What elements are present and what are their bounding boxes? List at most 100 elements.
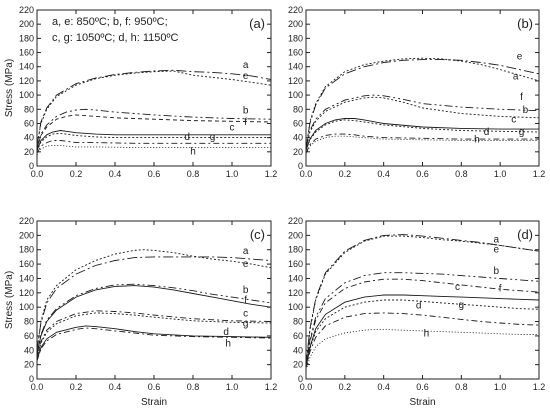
y-tick-label: 220: [19, 216, 34, 226]
y-axis-label: Stress (MPa): [4, 59, 15, 117]
series-line-g: [36, 312, 272, 359]
series-label-c: c: [243, 309, 248, 320]
series-line-d: [36, 140, 271, 154]
series-label-a: a: [243, 60, 249, 71]
y-tick-label: 0: [29, 161, 34, 171]
x-axis-label: Strain: [409, 397, 435, 408]
series-line-g: [36, 132, 271, 152]
y-tick-label: 80: [293, 104, 303, 114]
y-tick-label: 60: [293, 331, 303, 341]
y-tick-label: 180: [288, 33, 303, 43]
x-tick-label: 0.8: [455, 169, 468, 179]
panel-label: (a): [249, 16, 265, 31]
x-tick-label: 1.2: [265, 169, 278, 179]
series-line-e: [305, 235, 540, 365]
x-tick-label: 0.6: [416, 382, 429, 392]
series-label-g: g: [519, 127, 525, 138]
x-tick-label: 0.4: [377, 382, 390, 392]
series-line-h: [305, 328, 539, 370]
x-tick-label: 0.0: [31, 382, 44, 392]
x-tick-label: 0.8: [187, 169, 200, 179]
x-tick-label: 0.6: [148, 382, 161, 392]
y-tick-label: 20: [293, 147, 303, 157]
x-tick-label: 0.2: [70, 382, 83, 392]
series-line-c: [36, 310, 272, 358]
y-tick-label: 140: [19, 273, 34, 283]
x-tick-label: 0.2: [339, 382, 352, 392]
series-label-h: h: [474, 135, 480, 146]
x-tick-label: 1.0: [226, 382, 239, 392]
series-label-h: h: [424, 329, 430, 340]
y-tick-label: 120: [19, 288, 34, 298]
x-tick-label: 0.6: [148, 169, 161, 179]
x-tick-label: 0.8: [187, 382, 200, 392]
y-tick-label: 220: [19, 5, 34, 15]
y-tick-label: 60: [24, 331, 34, 341]
series-label-f: f: [244, 295, 247, 306]
series-line-e: [36, 256, 272, 351]
series-label-f: f: [520, 92, 523, 103]
series-label-h: h: [225, 339, 231, 350]
x-axis-label: Strain: [141, 397, 167, 408]
series-line-b: [36, 108, 272, 149]
y-tick-label: 100: [288, 90, 303, 100]
y-tick-label: 160: [19, 259, 34, 269]
series-label-c: c: [455, 282, 460, 293]
y-tick-label: 120: [288, 76, 303, 86]
series-label-a: a: [513, 71, 519, 82]
y-tick-label: 100: [19, 302, 34, 312]
legend-line-1: a, e: 850ºC; b, f: 950ºC;: [52, 16, 168, 28]
series-label-b: b: [494, 266, 500, 277]
y-tick-label: 220: [288, 216, 303, 226]
series-label-f: f: [244, 117, 247, 128]
y-tick-label: 0: [298, 374, 303, 384]
series-line-f: [305, 278, 540, 367]
y-tick-label: 40: [24, 345, 34, 355]
x-tick-label: 0.6: [416, 169, 429, 179]
y-tick-label: 180: [288, 245, 303, 255]
y-axis-label: Stress (MPa): [4, 271, 15, 329]
series-label-g: g: [210, 132, 216, 143]
y-tick-label: 60: [293, 118, 303, 128]
y-tick-label: 20: [293, 360, 303, 370]
series-label-b: b: [523, 105, 529, 116]
series-line-a: [305, 57, 540, 149]
series-line-h: [36, 327, 272, 362]
y-tick-label: 60: [24, 118, 34, 128]
x-tick-label: 0.4: [377, 169, 390, 179]
y-tick-label: 40: [293, 345, 303, 355]
y-tick-label: 160: [19, 48, 34, 58]
series-label-d: d: [484, 127, 490, 138]
series-line-b: [305, 96, 540, 150]
series-label-d: d: [184, 132, 190, 143]
series-label-b: b: [243, 285, 249, 296]
y-tick-label: 180: [19, 33, 34, 43]
panel-label: (d): [517, 227, 533, 242]
x-tick-label: 1.2: [533, 169, 546, 179]
x-tick-label: 0.4: [109, 382, 122, 392]
series-line-a: [36, 69, 272, 147]
series-line-c2: [305, 119, 540, 151]
series-label-g: g: [459, 300, 465, 311]
x-tick-label: 0.0: [300, 169, 313, 179]
y-tick-label: 80: [24, 317, 34, 327]
series-line-f: [305, 94, 540, 150]
y-tick-label: 200: [19, 230, 34, 240]
series-label-b: b: [243, 106, 249, 117]
y-tick-label: 160: [288, 48, 303, 58]
y-tick-label: 120: [288, 288, 303, 298]
y-tick-label: 100: [19, 90, 34, 100]
y-tick-label: 40: [24, 133, 34, 143]
plot-frame: [305, 220, 540, 380]
y-tick-label: 0: [29, 374, 34, 384]
series-line-h: [36, 144, 271, 155]
series-label-e: e: [243, 71, 249, 82]
series-line-f: [36, 114, 272, 150]
series-label-d: d: [416, 301, 422, 312]
y-tick-label: 20: [24, 147, 34, 157]
series-line-d: [36, 325, 272, 361]
series-label-h: h: [190, 147, 196, 158]
series-label-c: c: [230, 123, 235, 134]
series-line-a: [305, 234, 540, 365]
